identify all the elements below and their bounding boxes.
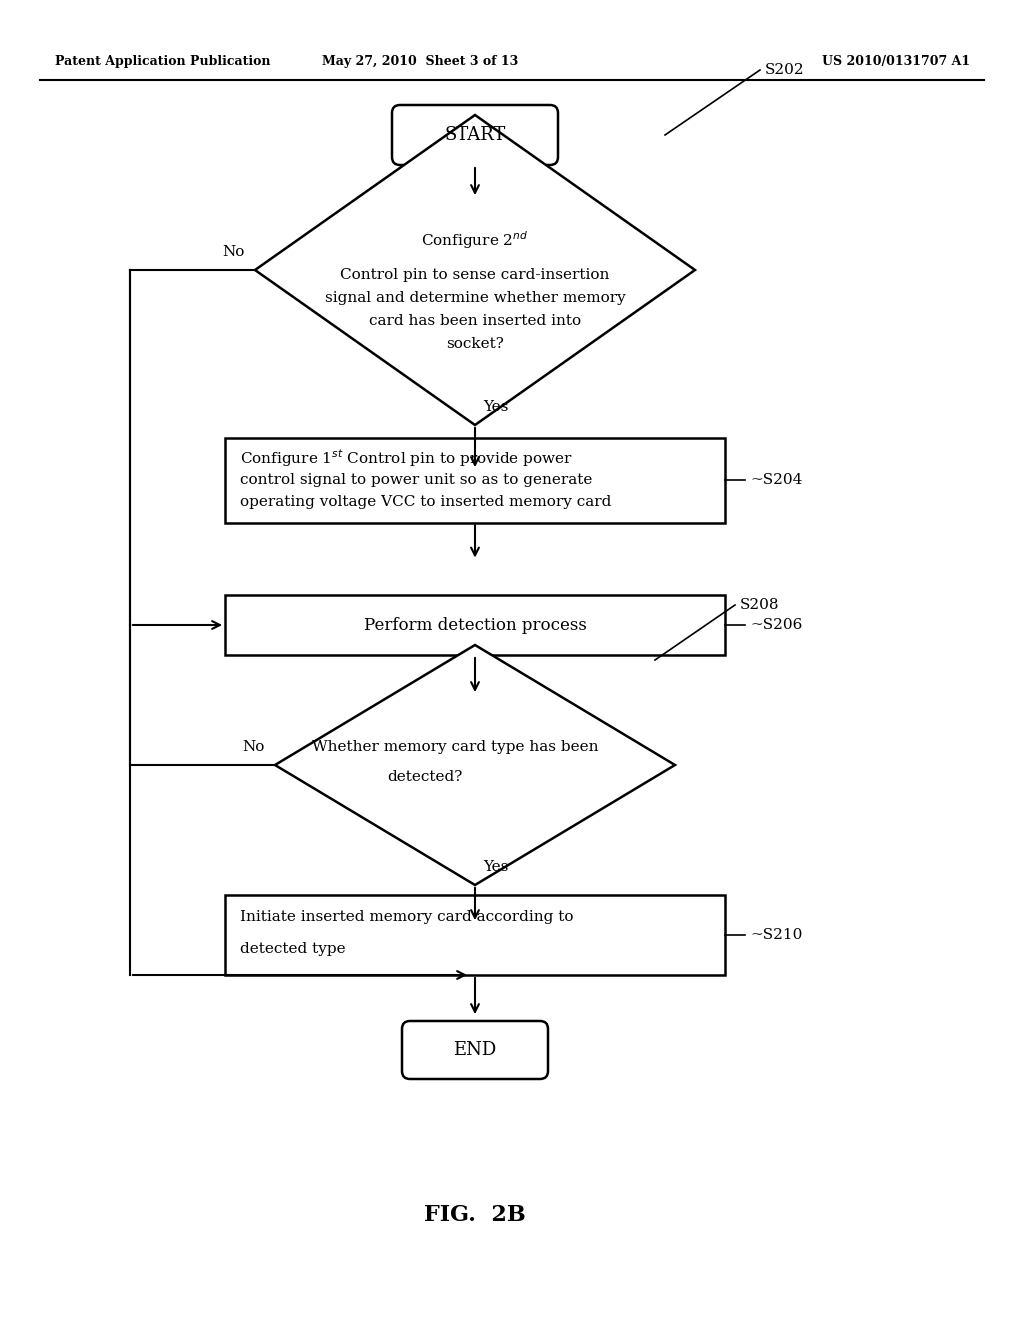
Text: Configure 1$^{st}$ Control pin to provide power: Configure 1$^{st}$ Control pin to provid… [240,447,573,469]
Bar [225,437,725,523]
Text: May 27, 2010  Sheet 3 of 13: May 27, 2010 Sheet 3 of 13 [322,55,518,69]
Polygon shape [255,115,695,425]
Text: Perform detection process: Perform detection process [364,616,587,634]
FancyBboxPatch shape [392,106,558,165]
Text: Control pin to sense card-insertion: Control pin to sense card-insertion [340,268,609,282]
Text: Patent Application Publication: Patent Application Publication [55,55,270,69]
Text: detected type: detected type [240,942,346,956]
Text: ~S206: ~S206 [750,618,803,632]
Text: US 2010/0131707 A1: US 2010/0131707 A1 [822,55,970,69]
Text: ~S210: ~S210 [750,928,803,942]
Polygon shape [275,645,675,884]
Text: operating voltage VCC to inserted memory card: operating voltage VCC to inserted memory… [240,495,611,510]
Text: Yes: Yes [483,861,508,874]
Text: detected?: detected? [387,770,463,784]
Bar [225,895,725,975]
Text: START: START [444,125,506,144]
Text: S202: S202 [765,63,805,77]
Text: END: END [454,1041,497,1059]
Text: No: No [243,741,265,754]
Text: signal and determine whether memory: signal and determine whether memory [325,290,626,305]
Text: ~S204: ~S204 [750,473,803,487]
Text: card has been inserted into: card has been inserted into [369,314,581,327]
Text: FIG.  2B: FIG. 2B [424,1204,526,1226]
Text: Yes: Yes [483,400,508,414]
Text: socket?: socket? [446,337,504,351]
Text: Configure 2$^{nd}$: Configure 2$^{nd}$ [421,230,528,251]
Bar [225,595,725,655]
Text: No: No [222,246,245,259]
Text: Whether memory card type has been: Whether memory card type has been [311,741,598,754]
FancyBboxPatch shape [402,1020,548,1078]
Text: Initiate inserted memory card according to: Initiate inserted memory card according … [240,909,573,924]
Text: S208: S208 [740,598,779,612]
Text: control signal to power unit so as to generate: control signal to power unit so as to ge… [240,473,592,487]
